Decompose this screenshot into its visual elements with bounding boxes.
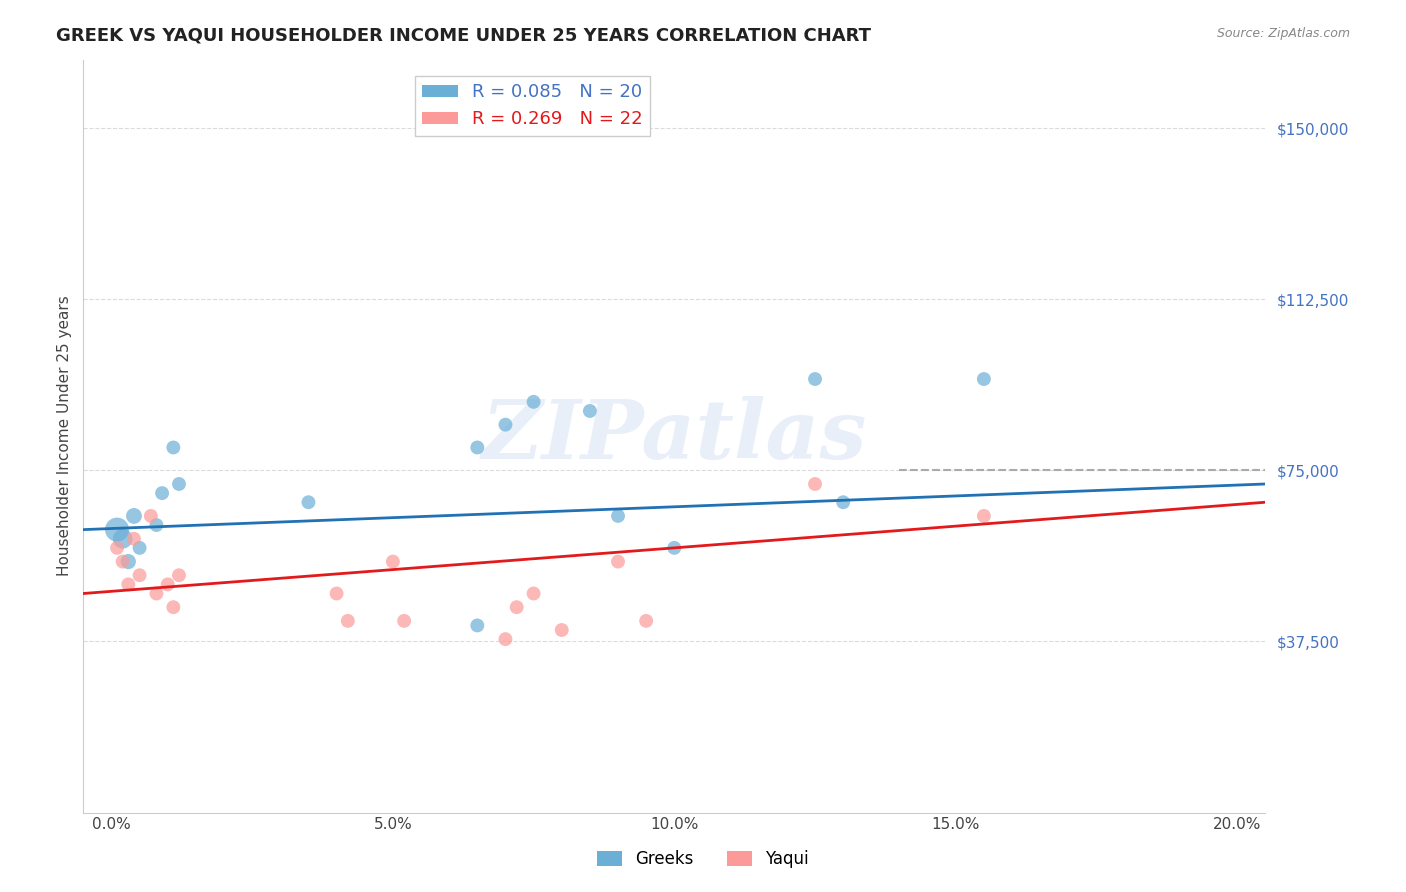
Point xyxy=(579,404,602,418)
Point xyxy=(122,532,145,546)
Point xyxy=(465,441,488,455)
Point xyxy=(111,532,134,546)
Legend: Greeks, Yaqui: Greeks, Yaqui xyxy=(591,844,815,875)
Y-axis label: Householder Income Under 25 years: Householder Income Under 25 years xyxy=(58,295,72,576)
Point xyxy=(392,614,415,628)
Text: Source: ZipAtlas.com: Source: ZipAtlas.com xyxy=(1216,27,1350,40)
Point xyxy=(167,477,190,491)
Point xyxy=(832,495,855,509)
Point xyxy=(607,508,630,523)
Point xyxy=(162,600,184,615)
Point xyxy=(111,555,134,569)
Text: GREEK VS YAQUI HOUSEHOLDER INCOME UNDER 25 YEARS CORRELATION CHART: GREEK VS YAQUI HOUSEHOLDER INCOME UNDER … xyxy=(56,27,872,45)
Point xyxy=(105,541,128,555)
Point xyxy=(551,623,574,637)
Point xyxy=(381,555,404,569)
Point xyxy=(162,441,184,455)
Legend: R = 0.085   N = 20, R = 0.269   N = 22: R = 0.085 N = 20, R = 0.269 N = 22 xyxy=(415,76,651,136)
Point xyxy=(156,577,179,591)
Point xyxy=(325,586,347,600)
Point xyxy=(117,555,139,569)
Point xyxy=(122,508,145,523)
Point xyxy=(494,417,516,432)
Point xyxy=(636,614,658,628)
Point xyxy=(150,486,173,500)
Point xyxy=(973,372,995,386)
Point xyxy=(145,586,167,600)
Point xyxy=(145,518,167,533)
Point xyxy=(105,523,128,537)
Text: ZIPatlas: ZIPatlas xyxy=(482,396,868,476)
Point xyxy=(117,577,139,591)
Point xyxy=(167,568,190,582)
Point xyxy=(494,632,516,647)
Point xyxy=(465,618,488,632)
Point xyxy=(297,495,319,509)
Point xyxy=(804,477,827,491)
Point xyxy=(139,508,162,523)
Point xyxy=(973,508,995,523)
Point xyxy=(607,555,630,569)
Point xyxy=(506,600,529,615)
Point xyxy=(128,568,150,582)
Point xyxy=(128,541,150,555)
Point xyxy=(523,586,546,600)
Point xyxy=(523,394,546,409)
Point xyxy=(664,541,686,555)
Point xyxy=(804,372,827,386)
Point xyxy=(336,614,359,628)
